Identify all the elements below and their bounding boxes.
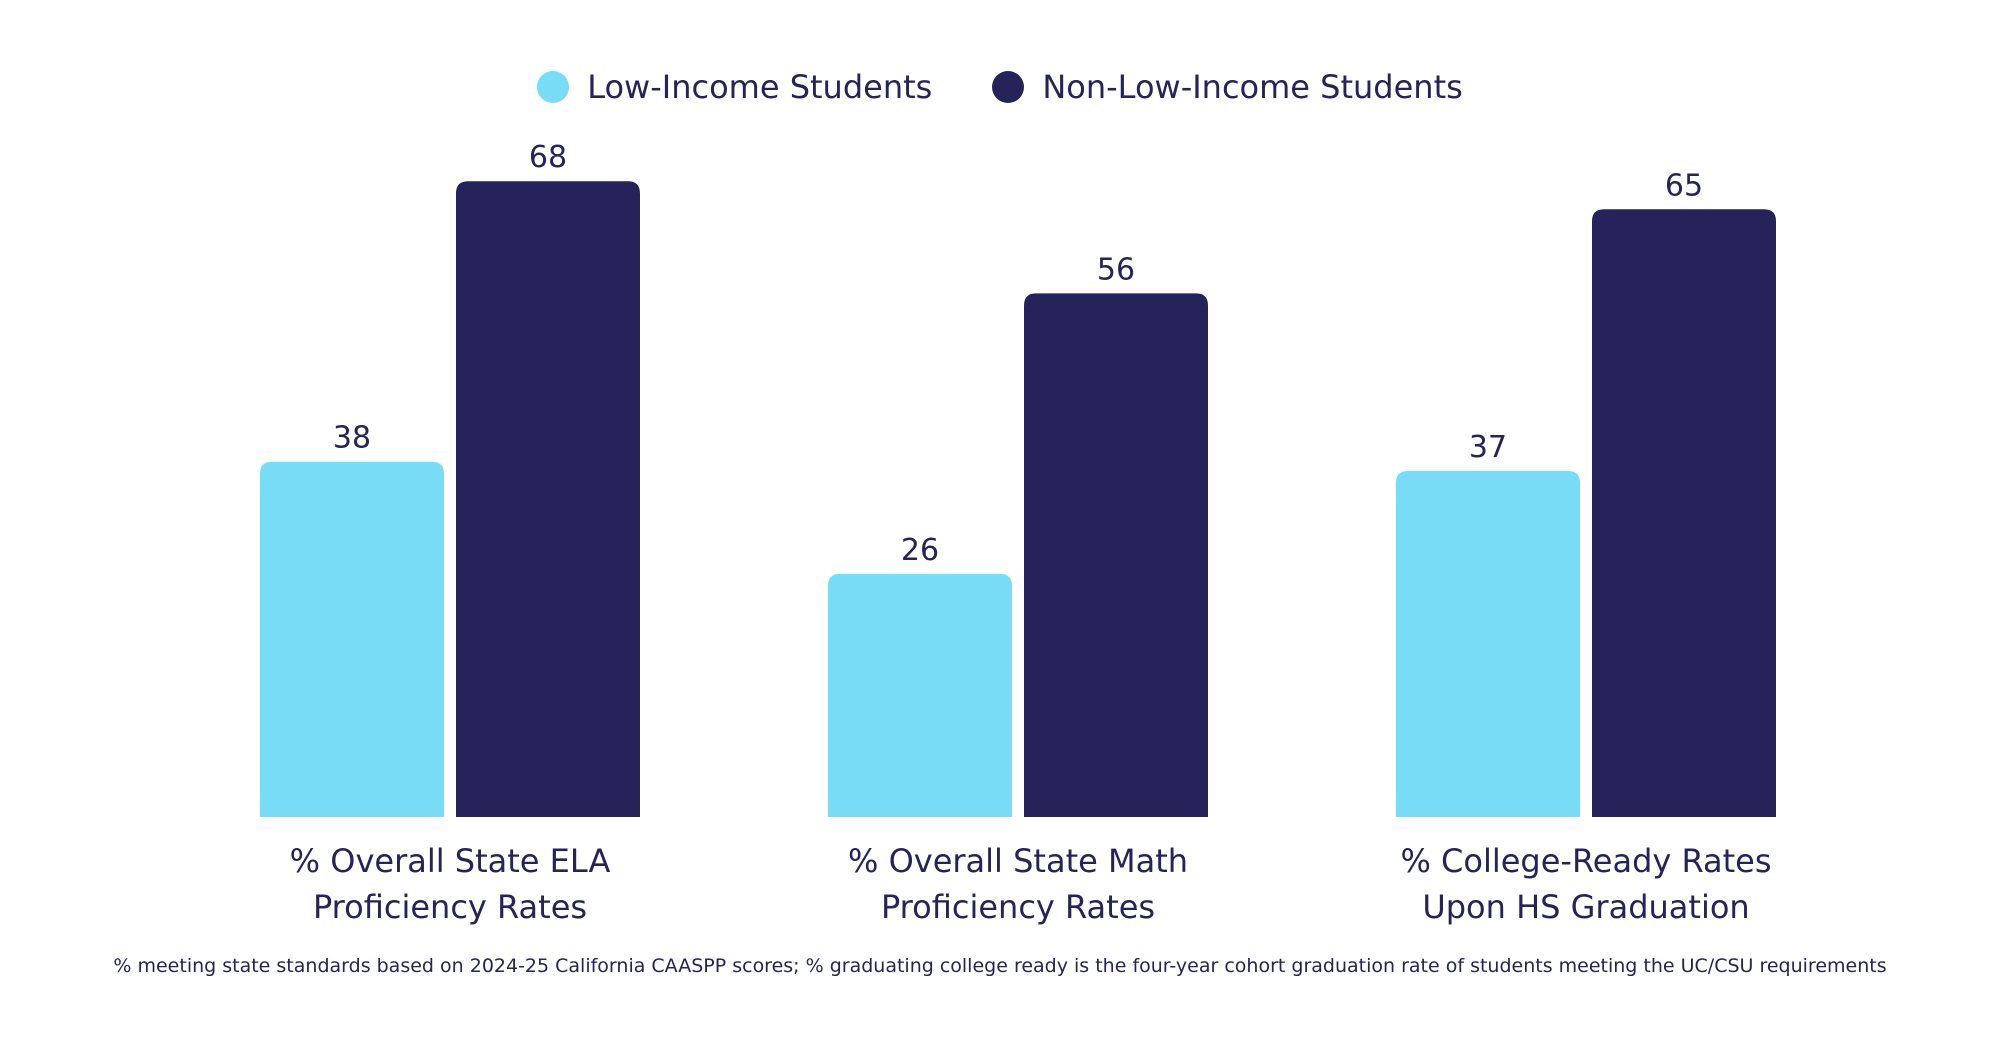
category-label-line: % Overall State Math <box>847 842 1189 880</box>
data-label-non-low-income-1: 56 <box>1097 252 1135 287</box>
chart-legend: Low-Income Students Non-Low-Income Stude… <box>0 68 2000 106</box>
legend-label-non-low-income: Non-Low-Income Students <box>1042 68 1463 106</box>
legend-item-non-low-income: Non-Low-Income Students <box>992 68 1463 106</box>
bar-low-income-1 <box>828 573 1012 817</box>
category-label-math: % Overall State Math Proficiency Rates <box>738 838 1298 930</box>
legend-swatch-non-low-income <box>992 71 1025 103</box>
data-label-low-income-0: 38 <box>333 421 371 456</box>
legend-item-low-income: Low-Income Students <box>537 68 932 106</box>
category-label-college-ready: % College-Ready Rates Upon HS Graduation <box>1306 838 1866 930</box>
data-label-low-income-2: 37 <box>1469 430 1507 465</box>
bar-non-low-income-1 <box>1024 293 1208 817</box>
category-label-ela: % Overall State ELA Proficiency Rates <box>170 838 730 930</box>
category-label-line: % Overall State ELA <box>289 842 611 880</box>
bar-low-income-2 <box>1396 471 1580 817</box>
category-label-line: % College-Ready Rates <box>1400 842 1772 880</box>
chart-footnote: % meeting state standards based on 2024-… <box>113 955 1887 977</box>
bar-low-income-0 <box>260 461 444 817</box>
legend-label-low-income: Low-Income Students <box>587 68 933 106</box>
data-label-non-low-income-0: 68 <box>529 140 567 175</box>
legend-swatch-low-income <box>537 71 570 103</box>
category-label-line: Upon HS Graduation <box>1422 888 1750 926</box>
data-label-low-income-1: 26 <box>901 533 939 568</box>
data-label-non-low-income-2: 65 <box>1665 168 1703 203</box>
category-label-line: Proficiency Rates <box>880 888 1156 926</box>
bar-non-low-income-2 <box>1592 209 1776 817</box>
bar-non-low-income-0 <box>456 181 640 817</box>
category-label-line: Proficiency Rates <box>312 888 588 926</box>
